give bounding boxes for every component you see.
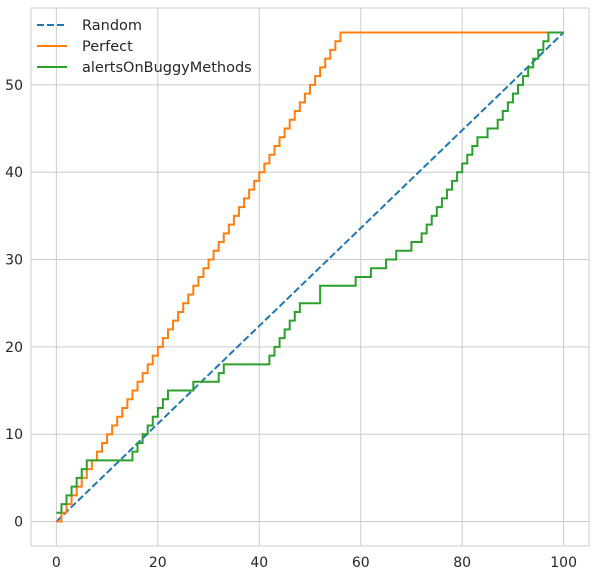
y-tick-label: 10: [5, 427, 23, 443]
legend-label-1: Perfect: [82, 39, 133, 55]
y-tick-label: 0: [14, 515, 23, 531]
legend-label-0: Random: [82, 18, 142, 34]
y-tick-label: 30: [5, 253, 23, 269]
x-tick-label: 80: [453, 555, 471, 571]
series-line-2: [56, 31, 564, 514]
series-line-0: [55, 31, 565, 523]
x-tick-label: 100: [550, 555, 577, 571]
x-axis-ticks: 0 20 40 60 80 100: [52, 555, 577, 571]
legend-label-2: alertsOnBuggyMethods: [82, 60, 252, 76]
x-gridlines: [55, 8, 565, 546]
series-line-1: [56, 31, 564, 523]
legend: Random Perfect alertsOnBuggyMethods: [37, 18, 252, 76]
plot-frame: [30, 7, 590, 547]
y-axis-ticks: 0 10 20 30 40 50: [5, 78, 23, 531]
x-tick-label: 0: [52, 555, 61, 571]
series-layer: [55, 31, 565, 523]
x-tick-label: 40: [250, 555, 268, 571]
x-tick-label: 60: [352, 555, 370, 571]
y-tick-label: 20: [5, 340, 23, 356]
y-tick-label: 40: [5, 165, 23, 181]
y-tick-label: 50: [5, 78, 23, 94]
x-tick-label: 20: [149, 555, 167, 571]
